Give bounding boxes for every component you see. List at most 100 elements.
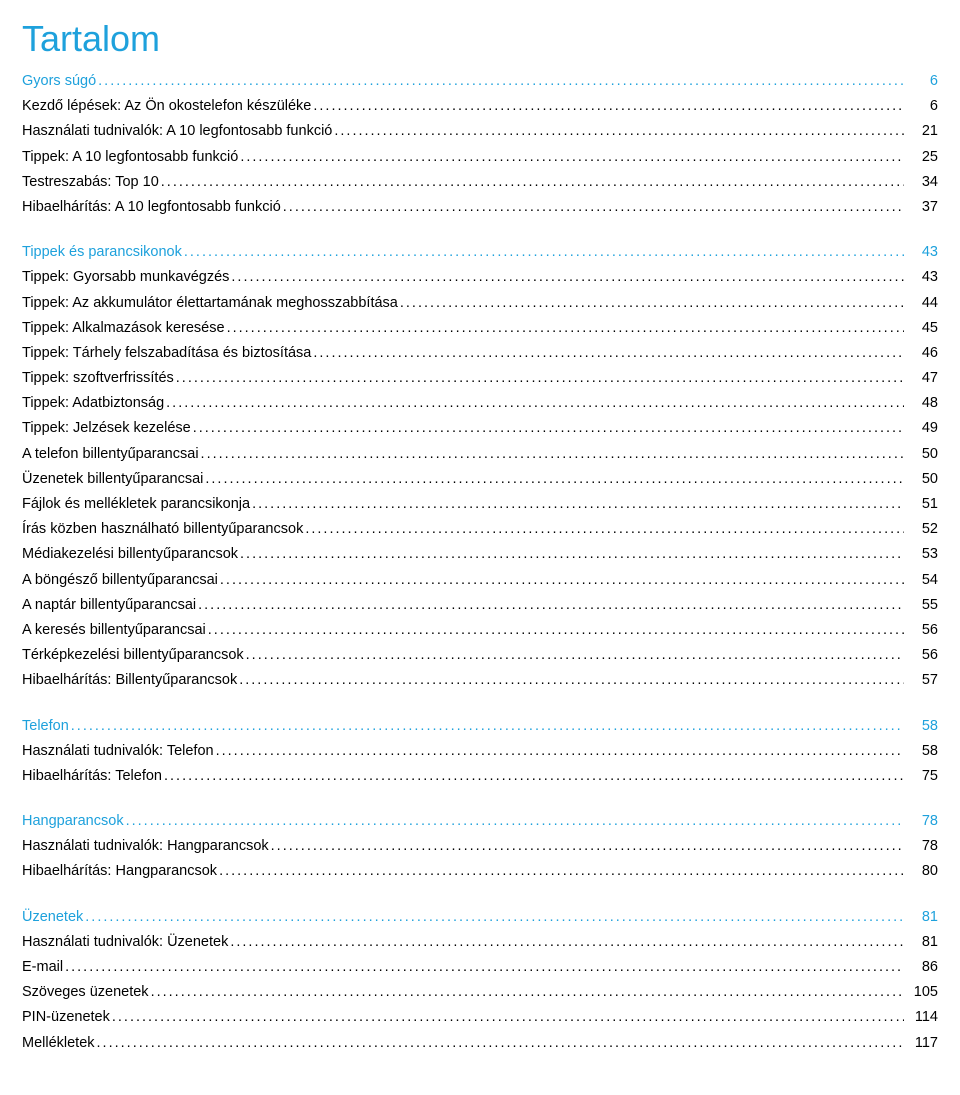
toc-label: Tippek: szoftverfrissítés (22, 367, 174, 390)
toc-section-head[interactable]: Gyors súgó6 (22, 70, 938, 93)
toc-leader-dots (239, 669, 904, 692)
toc-item[interactable]: Írás közben használható billentyűparancs… (22, 518, 938, 541)
toc-leader-dots (184, 241, 904, 264)
toc-label: A telefon billentyűparancsai (22, 443, 199, 466)
toc-page-number: 54 (906, 569, 938, 592)
toc-page-number: 37 (906, 196, 938, 219)
toc-page-number: 86 (906, 956, 938, 979)
toc-item[interactable]: Fájlok és mellékletek parancsikonja 51 (22, 493, 938, 516)
toc-page-number: 50 (906, 468, 938, 491)
toc-item[interactable]: Kezdő lépések: Az Ön okostelefon készülé… (22, 95, 938, 118)
toc-leader-dots (98, 70, 904, 93)
toc-item[interactable]: Térképkezelési billentyűparancsok56 (22, 644, 938, 667)
toc-page-number: 45 (906, 317, 938, 340)
toc-label: Tippek: Gyorsabb munkavégzés (22, 266, 229, 289)
toc-item[interactable]: Tippek: Jelzések kezelése 49 (22, 417, 938, 440)
toc-item[interactable]: Hibaelhárítás: A 10 legfontosabb funkció… (22, 196, 938, 219)
toc-item[interactable]: Tippek: Gyorsabb munkavégzés 43 (22, 266, 938, 289)
toc-page-number: 43 (906, 241, 938, 264)
toc-item[interactable]: Testreszabás: Top 1034 (22, 171, 938, 194)
toc-label: Kezdő lépések: Az Ön okostelefon készülé… (22, 95, 311, 118)
toc-leader-dots (126, 810, 904, 833)
toc-label: Írás közben használható billentyűparancs… (22, 518, 303, 541)
toc-leader-dots (97, 1032, 904, 1055)
toc-item[interactable]: A naptár billentyűparancsai 55 (22, 594, 938, 617)
toc-item[interactable]: Használati tudnivalók: Üzenetek81 (22, 931, 938, 954)
toc-item[interactable]: Hibaelhárítás: Billentyűparancsok 57 (22, 669, 938, 692)
toc-label: A böngésző billentyűparancsai (22, 569, 218, 592)
toc-label: Használati tudnivalók: Telefon (22, 740, 214, 763)
toc-leader-dots (151, 981, 904, 1004)
toc-label: A keresés billentyűparancsai (22, 619, 206, 642)
toc-item[interactable]: Használati tudnivalók: Hangparancsok 78 (22, 835, 938, 858)
toc-label: A naptár billentyűparancsai (22, 594, 196, 617)
toc-leader-dots (65, 956, 904, 979)
toc-page-number: 78 (906, 835, 938, 858)
toc-item[interactable]: Hibaelhárítás: Telefon75 (22, 765, 938, 788)
toc-page-number: 57 (906, 669, 938, 692)
toc-label: Tippek: Tárhely felszabadítása és biztos… (22, 342, 311, 365)
toc-label: Fájlok és mellékletek parancsikonja (22, 493, 250, 516)
toc-item[interactable]: Tippek: Az akkumulátor élettartamának me… (22, 292, 938, 315)
toc-item[interactable]: Hibaelhárítás: Hangparancsok80 (22, 860, 938, 883)
toc-page-number: 49 (906, 417, 938, 440)
toc-label: Hibaelhárítás: Billentyűparancsok (22, 669, 237, 692)
toc-label: Médiakezelési billentyűparancsok (22, 543, 238, 566)
toc-item[interactable]: Használati tudnivalók: Telefon 58 (22, 740, 938, 763)
toc-leader-dots (176, 367, 904, 390)
toc-label: Használati tudnivalók: Hangparancsok (22, 835, 269, 858)
toc-leader-dots (208, 619, 904, 642)
toc-leader-dots (240, 146, 904, 169)
toc-item[interactable]: Tippek: szoftverfrissítés47 (22, 367, 938, 390)
toc-label: Telefon (22, 715, 69, 738)
toc-page-number: 25 (906, 146, 938, 169)
toc-page-number: 44 (906, 292, 938, 315)
toc-leader-dots (252, 493, 904, 516)
toc-item[interactable]: Tippek: Tárhely felszabadítása és biztos… (22, 342, 938, 365)
toc-page-number: 81 (906, 931, 938, 954)
toc-label: Tippek: Jelzések kezelése (22, 417, 191, 440)
section-gap (22, 886, 938, 906)
toc-page-number: 75 (906, 765, 938, 788)
toc-section-head[interactable]: Telefon58 (22, 715, 938, 738)
toc-item[interactable]: Tippek: Adatbiztonság48 (22, 392, 938, 415)
toc-leader-dots (193, 417, 904, 440)
toc-item[interactable]: A keresés billentyűparancsai56 (22, 619, 938, 642)
toc-item[interactable]: Médiakezelési billentyűparancsok53 (22, 543, 938, 566)
toc-item[interactable]: E-mail86 (22, 956, 938, 979)
toc-leader-dots (313, 95, 904, 118)
toc-label: Tippek: Az akkumulátor élettartamának me… (22, 292, 398, 315)
toc-section-head[interactable]: Üzenetek81 (22, 906, 938, 929)
toc-item[interactable]: Üzenetek billentyűparancsai50 (22, 468, 938, 491)
toc-page-number: 56 (906, 644, 938, 667)
toc-item[interactable]: Szöveges üzenetek105 (22, 981, 938, 1004)
toc-item[interactable]: Tippek: A 10 legfontosabb funkció25 (22, 146, 938, 169)
section-gap (22, 790, 938, 810)
toc-leader-dots (71, 715, 904, 738)
toc-page-number: 6 (906, 70, 938, 93)
toc-label: Szöveges üzenetek (22, 981, 149, 1004)
toc-page-number: 51 (906, 493, 938, 516)
toc-label: Tippek és parancsikonok (22, 241, 182, 264)
toc-page-number: 58 (906, 740, 938, 763)
toc-page-number: 55 (906, 594, 938, 617)
toc-leader-dots (216, 740, 904, 763)
toc-leader-dots (305, 518, 904, 541)
toc-leader-dots (313, 342, 904, 365)
toc-section-head[interactable]: Tippek és parancsikonok 43 (22, 241, 938, 264)
toc-section-head[interactable]: Hangparancsok78 (22, 810, 938, 833)
toc-page-number: 34 (906, 171, 938, 194)
toc-label: Tippek: Adatbiztonság (22, 392, 164, 415)
toc-leader-dots (85, 906, 904, 929)
toc-leader-dots (198, 594, 904, 617)
toc-label: Hangparancsok (22, 810, 124, 833)
toc-item[interactable]: A böngésző billentyűparancsai 54 (22, 569, 938, 592)
toc-page-number: 43 (906, 266, 938, 289)
toc-leader-dots (334, 120, 904, 143)
toc-item[interactable]: Tippek: Alkalmazások keresése45 (22, 317, 938, 340)
toc-item[interactable]: A telefon billentyűparancsai50 (22, 443, 938, 466)
toc-item[interactable]: Mellékletek117 (22, 1032, 938, 1055)
toc-leader-dots (220, 569, 904, 592)
toc-label: Hibaelhárítás: A 10 legfontosabb funkció (22, 196, 281, 219)
toc-item[interactable]: Használati tudnivalók: A 10 legfontosabb… (22, 120, 938, 143)
